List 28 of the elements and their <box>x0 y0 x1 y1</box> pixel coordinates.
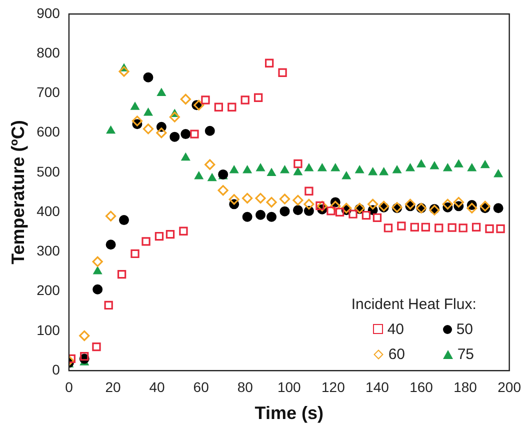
y-tick-label: 200 <box>36 282 60 298</box>
x-tick-label: 140 <box>366 378 390 395</box>
x-tick-label: 20 <box>105 378 121 395</box>
legend-label: 50 <box>456 320 473 338</box>
y-tick-label: 900 <box>36 4 60 21</box>
x-tick-label: 160 <box>410 378 434 395</box>
y-tick-label: 300 <box>36 242 60 259</box>
y-tick-label: 600 <box>36 124 60 140</box>
x-tick-label: 200 <box>498 378 522 395</box>
x-tick-label: 40 <box>149 378 166 395</box>
x-tick-label: 120 <box>321 378 346 395</box>
y-tick-label: 500 <box>36 163 60 180</box>
x-axis-title: Time (s) <box>254 403 324 424</box>
y-tick-label: 400 <box>36 202 60 219</box>
x-tick-label: 60 <box>193 378 210 395</box>
x-tick-label: 0 <box>65 378 74 395</box>
x-tick-label: 100 <box>277 378 302 395</box>
x-tick-label: 80 <box>237 378 254 395</box>
legend-label: 40 <box>387 320 404 338</box>
legend-label: 75 <box>457 346 474 363</box>
y-tick-label: 0 <box>52 361 60 378</box>
y-axis-title: Temperature (ºC) <box>8 120 28 264</box>
y-tick-label: 700 <box>36 84 60 100</box>
legend-title: Incident Heat Flux: <box>351 296 478 313</box>
y-tick-label: 800 <box>36 44 60 60</box>
legend-label: 60 <box>388 346 405 363</box>
y-tick-label: 100 <box>36 322 60 338</box>
x-tick-label: 180 <box>454 378 478 395</box>
